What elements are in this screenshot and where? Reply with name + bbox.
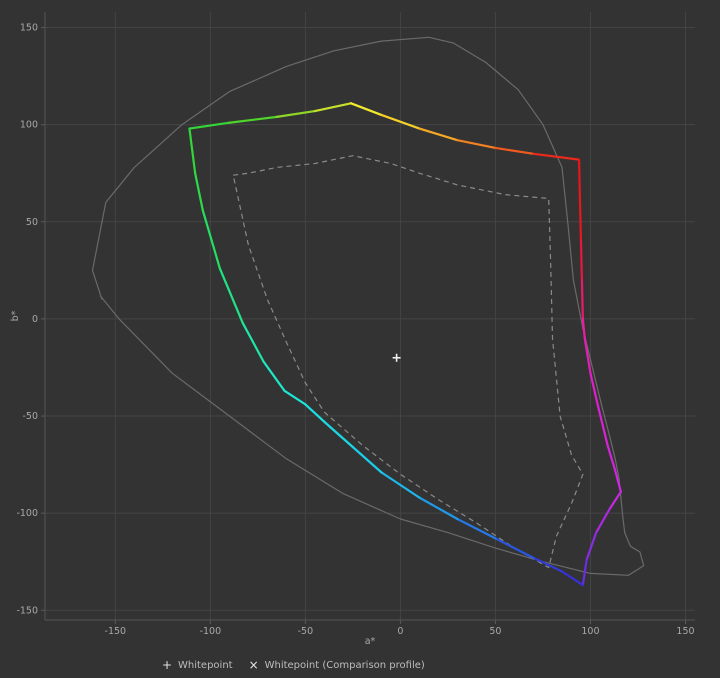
legend-label: Whitepoint (Comparison profile) (264, 659, 425, 671)
gamut-segment (456, 517, 497, 540)
gamut-segment (228, 115, 278, 124)
gamut-segment (596, 405, 609, 447)
gamut-segment (194, 172, 204, 212)
gamut-segment (614, 469, 622, 493)
legend-item-comparison-whitepoint: × Whitepoint (Comparison profile) (247, 658, 425, 672)
visible-spectrum-line (91, 36, 645, 576)
gamut-segment (606, 444, 617, 472)
gamut-segment (304, 403, 326, 423)
gamut-segment (418, 127, 459, 142)
gamut-segment (380, 113, 421, 130)
y-tick-label: 100 (20, 120, 38, 131)
gamut-segment (418, 496, 459, 521)
y-tick-label: 50 (26, 217, 38, 228)
gamut-segment (494, 146, 535, 155)
gamut-segment (581, 317, 586, 340)
y-tick-label: -150 (16, 605, 38, 616)
gamut-segment (380, 471, 421, 499)
gamut-segment (218, 267, 244, 324)
plus-icon: + (161, 658, 173, 672)
legend: + Whitepoint × Whitepoint (Comparison pr… (160, 658, 439, 672)
gamut-segment (560, 570, 584, 587)
gamut-segment (323, 420, 354, 449)
gamut-segment (595, 508, 611, 534)
gamut-segment (494, 537, 535, 559)
comparison-gamut-line (232, 155, 584, 569)
series-layer (91, 36, 645, 587)
y-tick-label: -100 (16, 508, 38, 519)
gamut-segment (349, 102, 383, 117)
gamut-segment (188, 127, 197, 175)
x-tick-label: 0 (397, 626, 403, 637)
x-tick-label: 150 (676, 626, 694, 637)
y-tick-label: -50 (22, 411, 38, 422)
gamut-segment (201, 209, 221, 270)
whitepoint-marker (392, 353, 401, 362)
gamut-segment (456, 139, 497, 150)
x-tick-label: -50 (298, 626, 314, 637)
legend-item-whitepoint: + Whitepoint (160, 658, 233, 672)
legend-label: Whitepoint (178, 659, 233, 671)
gamut-segment (241, 321, 265, 363)
x-tick-label: 100 (581, 626, 599, 637)
gamut-segment (188, 121, 231, 130)
gamut-segment (283, 389, 307, 406)
y-tick-label: 150 (20, 23, 38, 34)
gamut-segment (313, 102, 353, 113)
gridlines (45, 12, 695, 620)
gamut-segment (580, 278, 584, 321)
gamut-segment (578, 201, 583, 243)
x-tick-label: -100 (200, 626, 222, 637)
cross-icon: × (248, 658, 259, 672)
x-tick-label: 50 (489, 626, 501, 637)
gamut-segment (351, 446, 383, 474)
gamut-segment (532, 152, 581, 161)
x-axis-label: a* (365, 636, 376, 647)
gamut-segment (262, 360, 286, 392)
y-tick-label: 0 (32, 314, 38, 325)
gamut-segment (583, 337, 592, 375)
gamut-segment (581, 558, 588, 587)
gamut-segment (589, 372, 600, 408)
gamut-segment (577, 158, 582, 204)
x-tick-label: -150 (105, 626, 127, 637)
gamut-segment (585, 531, 598, 561)
marker-layer (392, 353, 401, 362)
gamut-segment (275, 109, 316, 118)
gamut-segment (532, 556, 564, 573)
axes: -150 -100 -50 0 50 100 150 -150 -100 -50 0 50 100 150 (16, 12, 695, 637)
gamut-segment (608, 490, 622, 511)
y-axis-label: b* (10, 310, 21, 321)
gamut-segment (579, 240, 584, 282)
